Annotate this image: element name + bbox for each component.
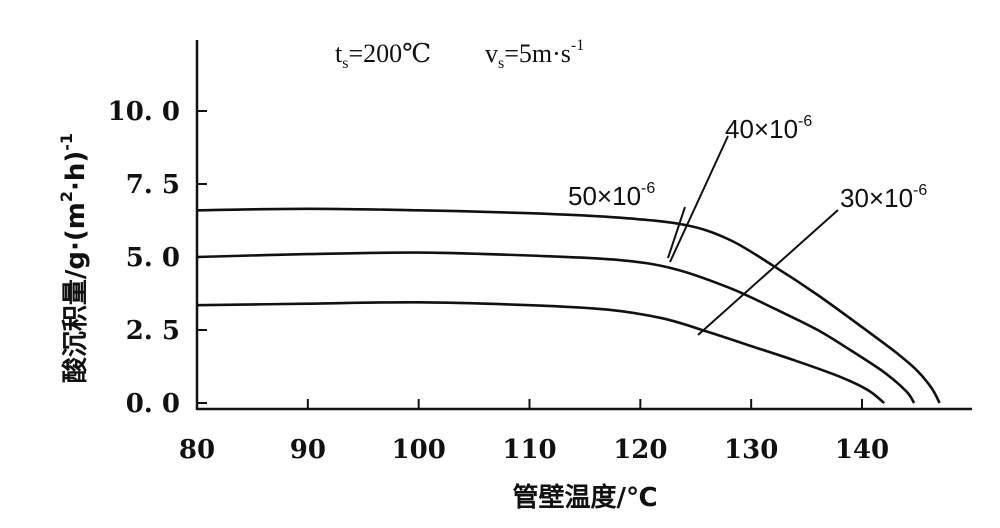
- series-lines: [196, 207, 941, 405]
- series-label-30: 30×10-6: [840, 182, 927, 213]
- y-tick-label: 0. 0: [126, 389, 180, 419]
- x-tick-label: 130: [724, 435, 778, 465]
- series-line-50: [196, 207, 941, 404]
- x-tick-label: 140: [835, 435, 889, 465]
- y-ticks: 0. 0 2. 5 5. 0 7. 5 10. 0: [108, 97, 207, 419]
- leader-line-30: [697, 209, 839, 336]
- leader-line-40: [669, 135, 729, 263]
- x-tick-label: 90: [290, 435, 326, 465]
- x-ticks: 80 90 100 110 120 130 140: [179, 399, 889, 465]
- series-line-30: [196, 300, 886, 405]
- y-tick-label: 10. 0: [108, 97, 180, 127]
- series-label-40: 40×10-6: [725, 113, 812, 144]
- series-line-40: [196, 251, 916, 404]
- y-axis-label: 酸沉积量/g·(m2·h)-1: [57, 133, 91, 383]
- condition-vs: vs=5m·s-1: [485, 37, 584, 72]
- y-tick-label: 5. 0: [126, 243, 180, 273]
- x-tick-label: 110: [502, 435, 556, 465]
- x-axis-label: 管壁温度/℃: [513, 482, 658, 513]
- x-tick-label: 80: [179, 435, 215, 465]
- y-tick-label: 2. 5: [126, 316, 180, 346]
- condition-ts: ts=200℃: [335, 39, 431, 72]
- y-tick-label: 7. 5: [126, 170, 180, 200]
- leader-line-50: [667, 206, 686, 259]
- x-tick-label: 120: [613, 435, 667, 465]
- series-label-50: 50×10-6: [568, 180, 655, 211]
- x-tick-label: 100: [392, 435, 446, 465]
